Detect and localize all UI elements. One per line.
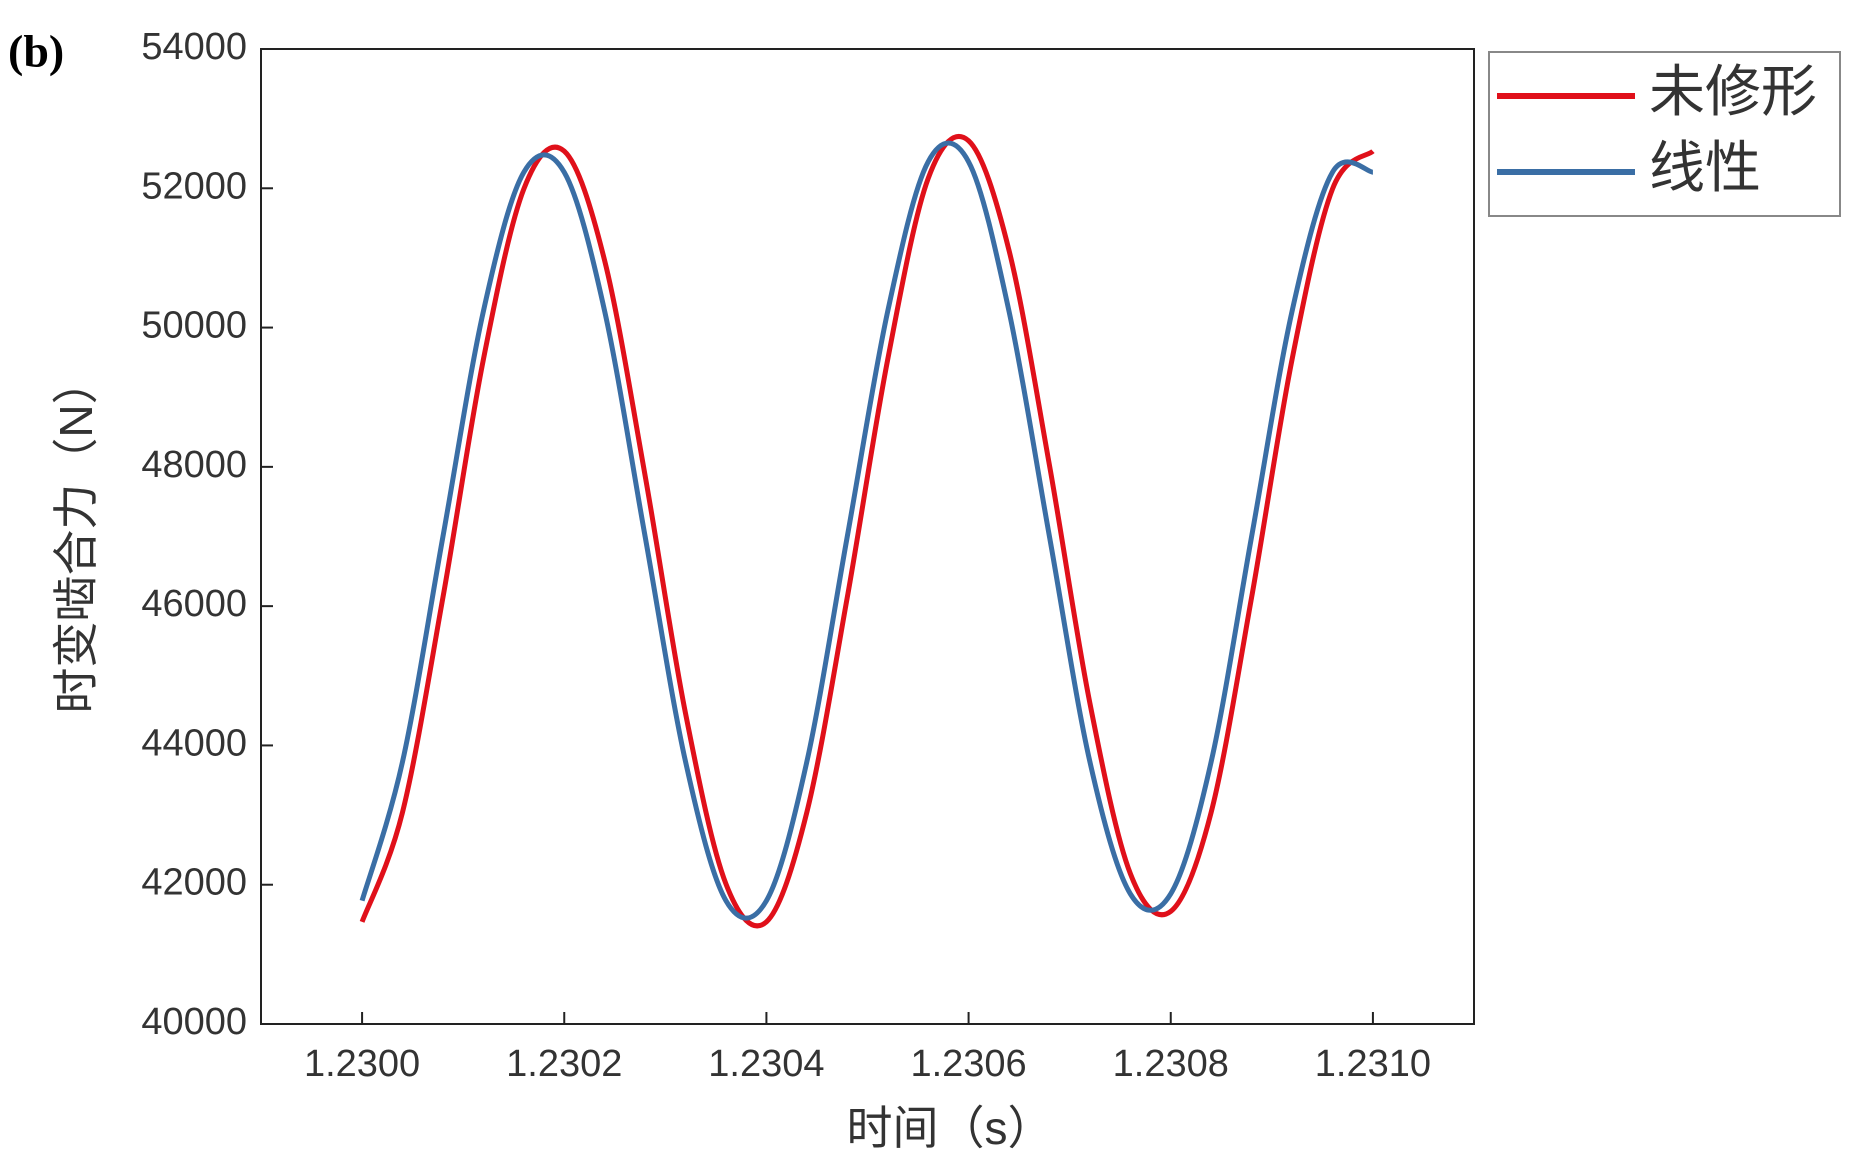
y-tick-label: 50000 bbox=[141, 305, 247, 347]
y-tick-label: 48000 bbox=[141, 444, 247, 486]
panel-label: (b) bbox=[8, 26, 64, 77]
x-axis-label: 时间（s） bbox=[847, 1102, 1054, 1154]
legend-label: 未修形 bbox=[1649, 60, 1817, 123]
y-tick-label: 54000 bbox=[141, 26, 247, 68]
x-tick-label: 1.2310 bbox=[1315, 1043, 1431, 1085]
x-tick-label: 1.2300 bbox=[304, 1043, 420, 1085]
series-line bbox=[359, 133, 1375, 929]
y-tick-label: 42000 bbox=[141, 862, 247, 904]
y-tick-label: 46000 bbox=[141, 583, 247, 625]
x-tick-label: 1.2304 bbox=[708, 1043, 824, 1085]
y-tick-label: 52000 bbox=[141, 165, 247, 207]
y-tick-label: 44000 bbox=[141, 722, 247, 764]
plot-frame bbox=[260, 48, 1475, 1025]
legend-box bbox=[1488, 51, 1841, 217]
y-axis-label: 时变啮合力（N） bbox=[50, 358, 102, 713]
x-tick-label: 1.2302 bbox=[506, 1043, 622, 1085]
legend-label: 线性 bbox=[1649, 136, 1761, 199]
y-tick-label: 40000 bbox=[141, 1001, 247, 1043]
x-tick-label: 1.2306 bbox=[910, 1043, 1026, 1085]
series-line bbox=[359, 140, 1374, 921]
x-tick-label: 1.2308 bbox=[1113, 1043, 1229, 1085]
